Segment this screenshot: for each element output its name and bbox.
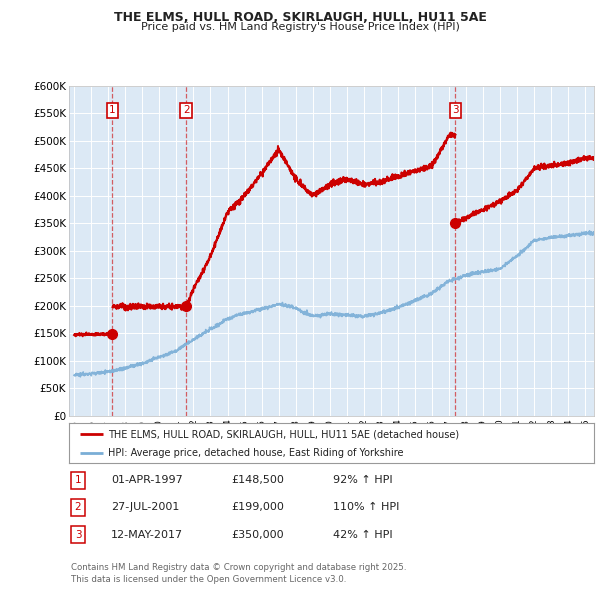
Text: 42% ↑ HPI: 42% ↑ HPI: [333, 530, 392, 539]
Text: £199,000: £199,000: [231, 503, 284, 512]
Text: £350,000: £350,000: [231, 530, 284, 539]
Text: 1: 1: [74, 476, 82, 485]
Text: £148,500: £148,500: [231, 476, 284, 485]
Text: 12-MAY-2017: 12-MAY-2017: [111, 530, 183, 539]
Text: 3: 3: [74, 530, 82, 539]
Text: HPI: Average price, detached house, East Riding of Yorkshire: HPI: Average price, detached house, East…: [109, 448, 404, 458]
Text: Contains HM Land Registry data © Crown copyright and database right 2025.
This d: Contains HM Land Registry data © Crown c…: [71, 563, 406, 584]
Text: Price paid vs. HM Land Registry's House Price Index (HPI): Price paid vs. HM Land Registry's House …: [140, 22, 460, 32]
Text: 110% ↑ HPI: 110% ↑ HPI: [333, 503, 400, 512]
Text: 27-JUL-2001: 27-JUL-2001: [111, 503, 179, 512]
Text: 3: 3: [452, 106, 459, 115]
Text: THE ELMS, HULL ROAD, SKIRLAUGH, HULL, HU11 5AE (detached house): THE ELMS, HULL ROAD, SKIRLAUGH, HULL, HU…: [109, 430, 460, 440]
Text: 01-APR-1997: 01-APR-1997: [111, 476, 183, 485]
Text: 1: 1: [109, 106, 116, 115]
Text: 92% ↑ HPI: 92% ↑ HPI: [333, 476, 392, 485]
Text: 2: 2: [183, 106, 190, 115]
Text: THE ELMS, HULL ROAD, SKIRLAUGH, HULL, HU11 5AE: THE ELMS, HULL ROAD, SKIRLAUGH, HULL, HU…: [113, 11, 487, 24]
Text: 2: 2: [74, 503, 82, 512]
